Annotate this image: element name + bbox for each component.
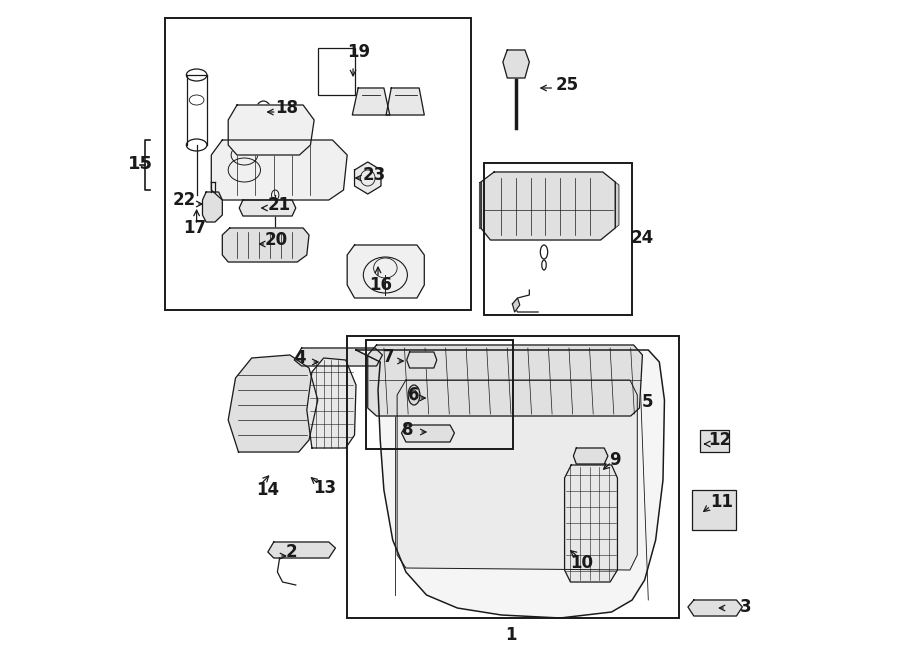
Text: 20: 20 [266, 231, 288, 249]
Polygon shape [352, 88, 390, 115]
Polygon shape [307, 358, 356, 448]
Text: 7: 7 [382, 348, 394, 366]
Polygon shape [347, 245, 424, 298]
Text: 6: 6 [408, 386, 419, 404]
Polygon shape [212, 140, 347, 200]
Polygon shape [202, 192, 222, 222]
Bar [347, 336, 680, 618]
Polygon shape [239, 200, 296, 216]
Polygon shape [294, 348, 382, 366]
Polygon shape [616, 182, 619, 228]
Text: 14: 14 [256, 481, 279, 499]
Polygon shape [401, 425, 454, 442]
Polygon shape [229, 355, 318, 452]
Text: 16: 16 [369, 276, 392, 294]
Bar [692, 490, 736, 530]
Text: 3: 3 [740, 598, 752, 616]
Polygon shape [222, 228, 309, 262]
Bar [699, 430, 729, 452]
Text: 10: 10 [570, 554, 593, 572]
Polygon shape [268, 542, 336, 558]
Polygon shape [688, 600, 742, 616]
Text: 8: 8 [402, 421, 414, 439]
Text: 15: 15 [128, 155, 153, 173]
Polygon shape [356, 350, 664, 618]
Bar [484, 163, 632, 315]
Text: 9: 9 [608, 451, 620, 469]
Text: 11: 11 [710, 493, 734, 511]
Text: 19: 19 [347, 43, 371, 61]
Polygon shape [368, 345, 643, 416]
Polygon shape [355, 162, 381, 194]
Text: 4: 4 [294, 349, 306, 367]
Text: 18: 18 [275, 99, 299, 117]
Text: 25: 25 [556, 76, 579, 94]
Text: 24: 24 [631, 229, 654, 247]
Text: 21: 21 [268, 196, 292, 214]
Text: 2: 2 [285, 543, 297, 561]
Polygon shape [573, 448, 608, 464]
Text: 12: 12 [708, 431, 731, 449]
Polygon shape [481, 172, 616, 240]
Polygon shape [564, 465, 617, 582]
Ellipse shape [408, 385, 420, 405]
Bar [366, 340, 513, 449]
Polygon shape [397, 380, 637, 570]
Text: 1: 1 [505, 626, 517, 644]
Text: 5: 5 [642, 393, 653, 411]
Polygon shape [480, 182, 481, 228]
Bar [165, 18, 471, 310]
Bar [318, 48, 355, 95]
Text: 23: 23 [363, 166, 386, 184]
Polygon shape [512, 298, 520, 312]
Text: 13: 13 [313, 479, 337, 497]
Ellipse shape [256, 118, 270, 138]
Text: 17: 17 [183, 219, 206, 237]
Polygon shape [503, 50, 529, 78]
Text: 22: 22 [173, 191, 196, 209]
Polygon shape [407, 352, 436, 368]
Polygon shape [386, 88, 424, 115]
Polygon shape [229, 105, 314, 155]
